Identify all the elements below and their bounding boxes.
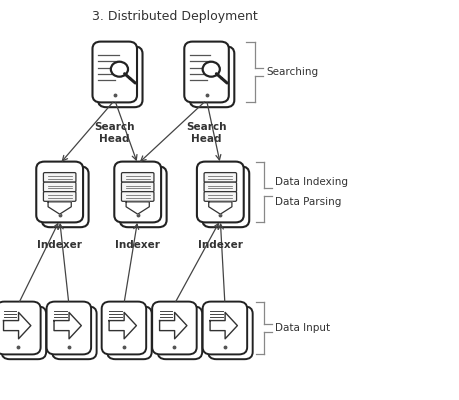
FancyBboxPatch shape: [92, 42, 137, 102]
Text: Search
Head: Search Head: [186, 122, 227, 144]
FancyBboxPatch shape: [44, 192, 76, 201]
Polygon shape: [115, 317, 142, 344]
FancyBboxPatch shape: [208, 306, 252, 359]
Polygon shape: [4, 312, 31, 339]
Polygon shape: [60, 317, 87, 344]
Text: 3. Distributed Deployment: 3. Distributed Deployment: [91, 10, 257, 23]
Polygon shape: [160, 312, 187, 339]
FancyBboxPatch shape: [49, 187, 81, 197]
Polygon shape: [48, 202, 71, 214]
Circle shape: [117, 66, 134, 82]
FancyBboxPatch shape: [127, 178, 159, 187]
Polygon shape: [214, 207, 237, 219]
Polygon shape: [210, 312, 237, 339]
Text: Indexer: Indexer: [37, 240, 82, 250]
Polygon shape: [165, 317, 192, 344]
FancyBboxPatch shape: [122, 173, 154, 182]
Polygon shape: [209, 202, 232, 214]
FancyBboxPatch shape: [152, 302, 197, 354]
FancyBboxPatch shape: [36, 162, 83, 222]
FancyBboxPatch shape: [210, 187, 242, 197]
Polygon shape: [132, 207, 155, 219]
Text: Data Input: Data Input: [275, 323, 330, 333]
FancyBboxPatch shape: [120, 166, 167, 227]
Circle shape: [111, 62, 128, 77]
FancyBboxPatch shape: [98, 46, 142, 107]
FancyBboxPatch shape: [202, 166, 249, 227]
FancyBboxPatch shape: [49, 196, 81, 206]
FancyBboxPatch shape: [197, 162, 244, 222]
FancyBboxPatch shape: [127, 196, 159, 206]
FancyBboxPatch shape: [210, 178, 242, 187]
FancyBboxPatch shape: [44, 182, 76, 192]
FancyBboxPatch shape: [47, 302, 91, 354]
Text: Data Indexing: Data Indexing: [275, 177, 348, 187]
Polygon shape: [9, 317, 36, 344]
FancyBboxPatch shape: [44, 173, 76, 182]
Text: Indexer: Indexer: [198, 240, 243, 250]
FancyBboxPatch shape: [127, 187, 159, 197]
FancyBboxPatch shape: [107, 306, 151, 359]
FancyBboxPatch shape: [204, 192, 236, 201]
Text: Indexer: Indexer: [115, 240, 160, 250]
FancyBboxPatch shape: [204, 182, 236, 192]
Polygon shape: [109, 312, 136, 339]
Polygon shape: [54, 207, 77, 219]
FancyBboxPatch shape: [102, 302, 146, 354]
Text: Data Parsing: Data Parsing: [275, 197, 342, 207]
Text: Searching: Searching: [266, 67, 319, 77]
Text: Search
Head: Search Head: [95, 122, 135, 144]
Circle shape: [203, 62, 220, 77]
FancyBboxPatch shape: [158, 306, 202, 359]
FancyBboxPatch shape: [49, 178, 81, 187]
FancyBboxPatch shape: [122, 192, 154, 201]
Polygon shape: [126, 202, 149, 214]
FancyBboxPatch shape: [122, 182, 154, 192]
FancyBboxPatch shape: [203, 302, 247, 354]
FancyBboxPatch shape: [42, 166, 89, 227]
Circle shape: [208, 66, 225, 82]
FancyBboxPatch shape: [204, 173, 236, 182]
FancyBboxPatch shape: [185, 42, 229, 102]
FancyBboxPatch shape: [52, 306, 97, 359]
FancyBboxPatch shape: [2, 306, 46, 359]
Polygon shape: [54, 312, 81, 339]
FancyBboxPatch shape: [0, 302, 41, 354]
Polygon shape: [216, 317, 243, 344]
FancyBboxPatch shape: [210, 196, 242, 206]
FancyBboxPatch shape: [190, 46, 235, 107]
FancyBboxPatch shape: [114, 162, 161, 222]
